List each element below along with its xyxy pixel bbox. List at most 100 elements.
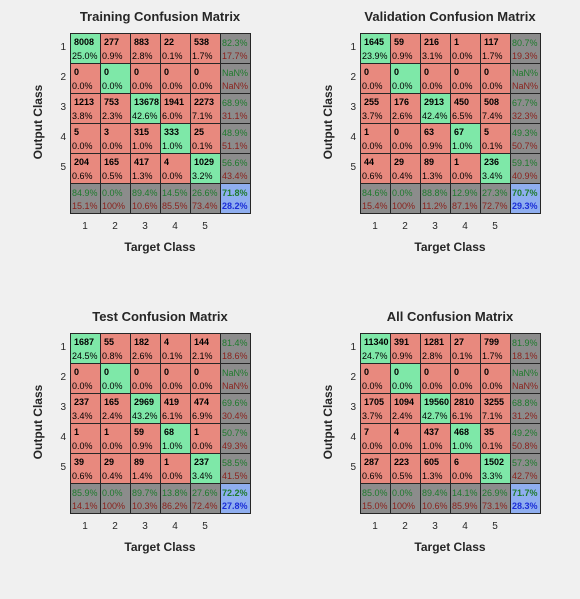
y-tick-label: 1 bbox=[350, 342, 356, 353]
cell-count: 883 bbox=[134, 37, 150, 47]
cell-count: 67 bbox=[454, 127, 465, 137]
cell-count: 391 bbox=[394, 337, 410, 347]
cell-count: 2273 bbox=[194, 97, 215, 107]
matrix-cell: 1 0.0% bbox=[450, 153, 481, 184]
cell-count: 165 bbox=[104, 397, 120, 407]
cell-percent: 0.0% bbox=[102, 441, 123, 451]
cell-count: 315 bbox=[134, 127, 150, 137]
error-rate: NaN% bbox=[512, 81, 539, 91]
x-tick-label: 2 bbox=[402, 521, 408, 532]
x-tick-label: 1 bbox=[372, 221, 378, 232]
cell-count: 182 bbox=[134, 337, 150, 347]
correct-rate: 82.3% bbox=[222, 38, 248, 48]
column-summary-cell: 0.0% 100% bbox=[390, 183, 421, 214]
matrix-cell: 1094 2.4% bbox=[390, 393, 421, 424]
error-rate: 41.5% bbox=[222, 471, 248, 481]
column-summary-cell: 88.8% 11.2% bbox=[420, 183, 451, 214]
cell-percent: 0.6% bbox=[362, 471, 383, 481]
x-tick-label: 3 bbox=[142, 221, 148, 232]
x-axis-label: Target Class bbox=[414, 240, 486, 254]
matrix-cell: 216 3.1% bbox=[420, 33, 451, 64]
error-rate: NaN% bbox=[512, 381, 539, 391]
correct-rate: 71.8% bbox=[222, 188, 248, 198]
matrix-cell: 3255 7.1% bbox=[480, 393, 511, 424]
cell-count: 59 bbox=[134, 427, 145, 437]
cell-percent: 0.0% bbox=[162, 171, 183, 181]
cell-count: 0 bbox=[364, 67, 370, 77]
matrix-cell: 63 0.9% bbox=[420, 123, 451, 154]
matrix-cell: 1705 3.7% bbox=[360, 393, 391, 424]
cell-count: 35 bbox=[484, 427, 495, 437]
matrix-cell: 4 0.0% bbox=[160, 153, 191, 184]
cell-count: 1941 bbox=[164, 97, 185, 107]
matrix-cell: 417 1.3% bbox=[130, 153, 161, 184]
row-summary-cell: 67.7% 32.3% bbox=[510, 93, 541, 124]
cell-count: 2969 bbox=[134, 397, 155, 407]
cell-percent: 2.3% bbox=[102, 111, 123, 121]
cell-percent: 1.3% bbox=[422, 171, 443, 181]
error-rate: 49.3% bbox=[222, 441, 248, 451]
y-tick-label: 3 bbox=[60, 402, 66, 413]
y-tick-label: 1 bbox=[60, 342, 66, 353]
correct-rate: 69.6% bbox=[222, 398, 248, 408]
matrix-cell: 223 0.5% bbox=[390, 453, 421, 484]
cell-count: 1645 bbox=[364, 37, 385, 47]
cell-percent: 3.8% bbox=[72, 111, 93, 121]
cell-count: 450 bbox=[454, 97, 470, 107]
error-rate: 50.7% bbox=[512, 141, 538, 151]
cell-percent: 0.1% bbox=[452, 351, 473, 361]
error-rate: 100% bbox=[392, 501, 416, 511]
cell-count: 3 bbox=[104, 127, 110, 137]
matrix-cell: 67 1.0% bbox=[450, 123, 481, 154]
cell-percent: 1.7% bbox=[482, 351, 503, 361]
correct-rate: 81.9% bbox=[512, 338, 538, 348]
correct-rate: 48.9% bbox=[222, 128, 248, 138]
cell-count: 1094 bbox=[394, 397, 415, 407]
matrix-cell: 1687 24.5% bbox=[70, 333, 101, 364]
matrix-cell: 1 0.0% bbox=[360, 123, 391, 154]
cell-count: 27 bbox=[454, 337, 465, 347]
cell-percent: 3.3% bbox=[482, 471, 503, 481]
correct-rate: 70.7% bbox=[512, 188, 538, 198]
matrix-cell: 1 0.0% bbox=[100, 423, 131, 454]
correct-rate: NaN% bbox=[222, 368, 249, 378]
x-axis-label: Target Class bbox=[414, 540, 486, 554]
row-summary-cell: 56.6% 43.4% bbox=[220, 153, 251, 184]
cell-count: 1502 bbox=[484, 457, 505, 467]
cell-count: 0 bbox=[484, 367, 490, 377]
cell-percent: 0.0% bbox=[192, 441, 213, 451]
error-rate: 42.7% bbox=[512, 471, 538, 481]
correct-rate: 50.7% bbox=[222, 428, 248, 438]
correct-rate: 81.4% bbox=[222, 338, 248, 348]
y-tick-label: 4 bbox=[60, 432, 66, 443]
cell-percent: 42.4% bbox=[422, 111, 448, 121]
cell-count: 419 bbox=[164, 397, 180, 407]
cell-percent: 0.0% bbox=[72, 81, 93, 91]
cell-percent: 0.6% bbox=[72, 471, 93, 481]
y-tick-label: 3 bbox=[350, 402, 356, 413]
column-summary-cell: 85.0% 15.0% bbox=[360, 483, 391, 514]
matrix-cell: 1 0.0% bbox=[450, 33, 481, 64]
matrix-cell: 3 0.0% bbox=[100, 123, 131, 154]
matrix-cell: 59 0.9% bbox=[130, 423, 161, 454]
x-tick-label: 2 bbox=[112, 521, 118, 532]
matrix-cell: 474 6.9% bbox=[190, 393, 221, 424]
cell-count: 236 bbox=[484, 157, 500, 167]
matrix-cell: 59 0.9% bbox=[390, 33, 421, 64]
matrix-cell: 1 0.0% bbox=[190, 423, 221, 454]
correct-rate: 59.1% bbox=[512, 158, 538, 168]
x-tick-label: 5 bbox=[492, 221, 498, 232]
matrix-cell: 0 0.0% bbox=[390, 123, 421, 154]
correct-rate: 80.7% bbox=[512, 38, 538, 48]
error-rate: 40.9% bbox=[512, 171, 538, 181]
error-rate: 32.3% bbox=[512, 111, 538, 121]
column-summary-cell: 85.9% 14.1% bbox=[70, 483, 101, 514]
matrix-cell: 1502 3.3% bbox=[480, 453, 511, 484]
cell-percent: 6.5% bbox=[452, 111, 473, 121]
cell-count: 0 bbox=[134, 367, 140, 377]
row-summary-cell: 59.1% 40.9% bbox=[510, 153, 541, 184]
matrix-title: Training Confusion Matrix bbox=[79, 9, 241, 24]
row-summary-cell: 57.3% 42.7% bbox=[510, 453, 541, 484]
error-rate: 73.4% bbox=[192, 201, 218, 211]
error-rate: 28.2% bbox=[222, 201, 248, 211]
